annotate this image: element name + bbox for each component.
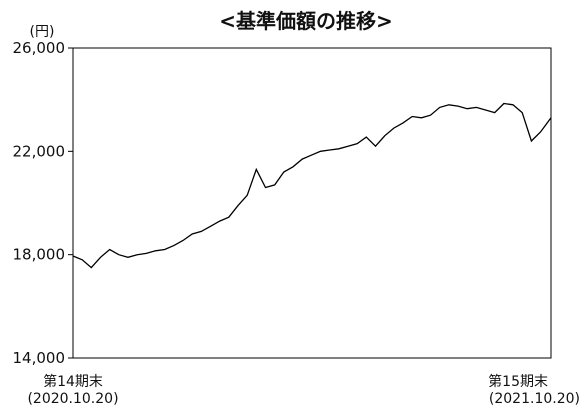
x-start-label: 第14期末 — [43, 373, 103, 390]
y-axis-unit: (円) — [30, 24, 55, 40]
y-tick-label: 22,000 — [13, 142, 66, 160]
series-line — [72, 102, 552, 269]
y-tick-label: 14,000 — [13, 349, 66, 367]
y-tick-label: 18,000 — [13, 246, 66, 264]
x-end-date: (2021.10.20) — [489, 391, 580, 407]
chart-title: <基準価額の推移> — [219, 9, 393, 33]
x-axis: 第14期末 (2020.10.20) 第15期末 (2021.10.20) — [27, 373, 580, 407]
x-end-label: 第15期末 — [488, 373, 548, 390]
y-axis: 26,000 22,000 18,000 14,000 — [13, 39, 73, 367]
y-tick-label: 26,000 — [13, 39, 66, 57]
x-start-date: (2020.10.20) — [27, 391, 118, 407]
plot-frame — [72, 47, 552, 359]
